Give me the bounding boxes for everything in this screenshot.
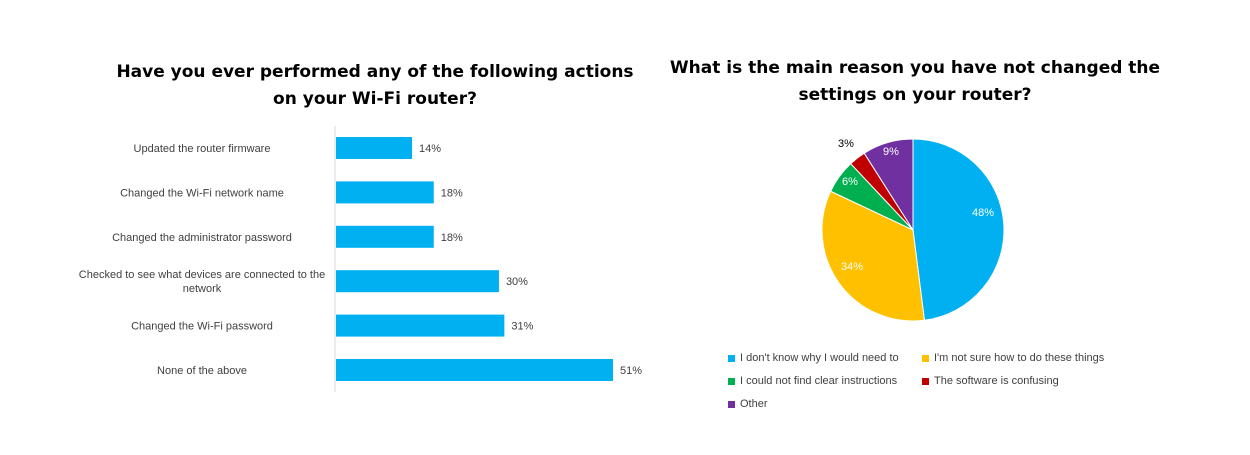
bar-value-label: 51% [620, 365, 642, 377]
legend-item: Other [728, 398, 768, 410]
pie-slice-label: 6% [842, 176, 858, 188]
legend-label: I'm not sure how to do these things [934, 352, 1105, 364]
legend-swatch [922, 354, 929, 362]
bar-chart: Updated the router firmware 14% Changed th… [79, 126, 642, 392]
pie-chart-title: What is the main reason you have not cha… [669, 58, 1161, 105]
legend-swatch [728, 354, 735, 362]
pie-slice [912, 138, 1005, 321]
pie-chart: 48% 34% 6% 3% 9% [821, 138, 1005, 322]
bar-chart-title: Have you ever performed any of the follo… [116, 62, 634, 109]
bar-category-label: Checked to see what devices are connecte… [79, 269, 325, 295]
legend-swatch [728, 377, 735, 385]
bar-category-label: None of the above [157, 365, 247, 377]
bar-category-label: Changed the administrator password [112, 232, 292, 244]
legend-item: The software is confusing [922, 375, 1059, 387]
bar-value-label: 18% [441, 232, 463, 244]
bar [336, 137, 413, 159]
bar [336, 225, 434, 248]
bar-value-label: 14% [419, 143, 441, 155]
legend-swatch [728, 400, 735, 408]
legend-swatch [922, 377, 929, 385]
pie-slice-label: 3% [838, 138, 854, 150]
legend-item: I don't know why I would need to [728, 352, 899, 364]
legend-label: Other [740, 398, 768, 410]
bar [336, 359, 613, 381]
pie-slice-label: 9% [883, 146, 899, 158]
legend-label: I don't know why I would need to [740, 352, 899, 364]
pie-slice-label: 34% [841, 261, 863, 273]
legend-item: I'm not sure how to do these things [922, 352, 1104, 364]
bar-category-label: Updated the router firmware [134, 143, 271, 155]
bar-value-label: 18% [441, 187, 463, 199]
bar-value-label: 31% [511, 321, 533, 333]
bar-category-label: Changed the Wi-Fi network name [120, 187, 284, 199]
bar-value-label: 30% [506, 276, 528, 288]
legend-label: I could not find clear instructions [740, 375, 898, 387]
pie-slice-label: 48% [972, 207, 994, 219]
bar [336, 181, 434, 204]
bar [336, 270, 499, 293]
legend-label: The software is confusing [934, 375, 1059, 387]
legend-item: I could not find clear instructions [728, 375, 897, 387]
pie-slice [863, 138, 914, 232]
bar-category-label: Changed the Wi-Fi password [131, 321, 273, 333]
bar [336, 314, 505, 337]
